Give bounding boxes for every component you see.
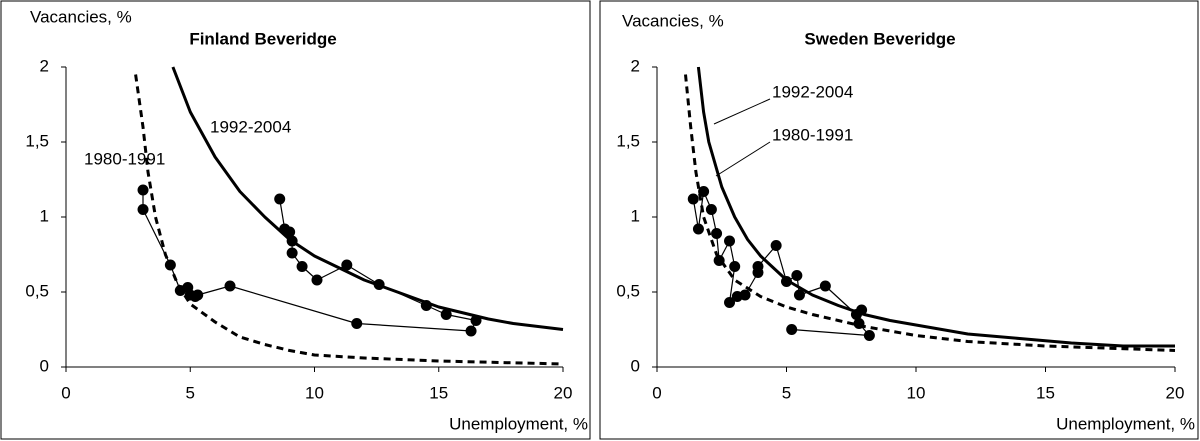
x-axis-label: Unemployment, % [449, 414, 588, 433]
x-tick-label: 0 [652, 383, 661, 402]
data-point [470, 315, 482, 326]
data-point [724, 235, 736, 247]
chart-title: Sweden Beveridge [804, 29, 955, 48]
y-tick-label: 0 [631, 356, 640, 375]
data-point [724, 297, 736, 308]
y-tick-label: 2 [40, 56, 49, 75]
data-point [164, 259, 176, 271]
data-point [856, 304, 868, 316]
data-point [698, 186, 710, 197]
leader-line [715, 141, 771, 177]
data-point [692, 223, 704, 235]
x-tick-label: 15 [1036, 383, 1055, 402]
data-point [853, 318, 865, 329]
y-axis-label: Vacancies, % [30, 7, 132, 26]
data-point [274, 193, 286, 205]
data-point [420, 300, 432, 311]
x-tick-label: 20 [554, 383, 573, 402]
x-tick-label: 10 [305, 383, 324, 402]
chart-title: Finland Beveridge [189, 29, 336, 48]
data-point [791, 270, 803, 281]
x-tick-label: 15 [429, 383, 448, 402]
series-line [696, 66, 1175, 348]
data-point [465, 325, 477, 337]
data-point [786, 324, 798, 335]
leader-line [713, 98, 771, 125]
panel-border [599, 0, 1199, 440]
data-point [224, 280, 236, 292]
data-point [279, 223, 291, 235]
y-tick-label: 1,5 [25, 131, 49, 150]
x-tick-label: 5 [782, 383, 791, 402]
data-point [311, 274, 323, 286]
annotation: 1980-1991 [84, 149, 165, 168]
data-point [713, 255, 725, 266]
series-line [134, 74, 564, 366]
data-point [793, 289, 805, 301]
panel-border [0, 0, 591, 440]
data-point [137, 184, 149, 196]
y-tick-label: 0,5 [616, 281, 640, 300]
data-point [770, 240, 782, 251]
annotation: 1992-2004 [772, 82, 853, 101]
data-point [286, 235, 298, 247]
data-point [729, 261, 741, 272]
x-axis-label: Unemployment, % [1056, 414, 1195, 433]
series-line [171, 66, 564, 331]
data-point [351, 318, 363, 329]
y-tick-label: 1 [40, 206, 49, 225]
data-point [781, 276, 792, 287]
x-tick-label: 10 [907, 383, 926, 402]
data-point [711, 228, 723, 239]
data-point [752, 261, 764, 272]
data-point [440, 309, 452, 320]
data-point [341, 259, 353, 271]
data-point [863, 330, 875, 341]
y-tick-label: 0,5 [25, 281, 49, 300]
x-tick-label: 5 [186, 383, 195, 402]
data-point [286, 247, 298, 259]
x-tick-label: 20 [1166, 383, 1185, 402]
data-point [739, 289, 751, 301]
series-line [684, 74, 1176, 352]
data-point [705, 204, 717, 215]
data-point [296, 261, 308, 272]
y-tick-label: 1,5 [616, 131, 640, 150]
annotation: 1992-2004 [210, 117, 291, 136]
data-point [373, 279, 385, 290]
x-tick-label: 0 [61, 383, 70, 402]
data-point [687, 193, 699, 205]
y-tick-label: 1 [631, 206, 640, 225]
data-point [192, 289, 204, 301]
annotation: 1980-1991 [772, 125, 853, 144]
data-point [819, 280, 831, 292]
y-axis-label: Vacancies, % [622, 11, 724, 30]
data-point [137, 204, 149, 215]
y-tick-label: 2 [631, 56, 640, 75]
y-tick-label: 0 [40, 356, 49, 375]
